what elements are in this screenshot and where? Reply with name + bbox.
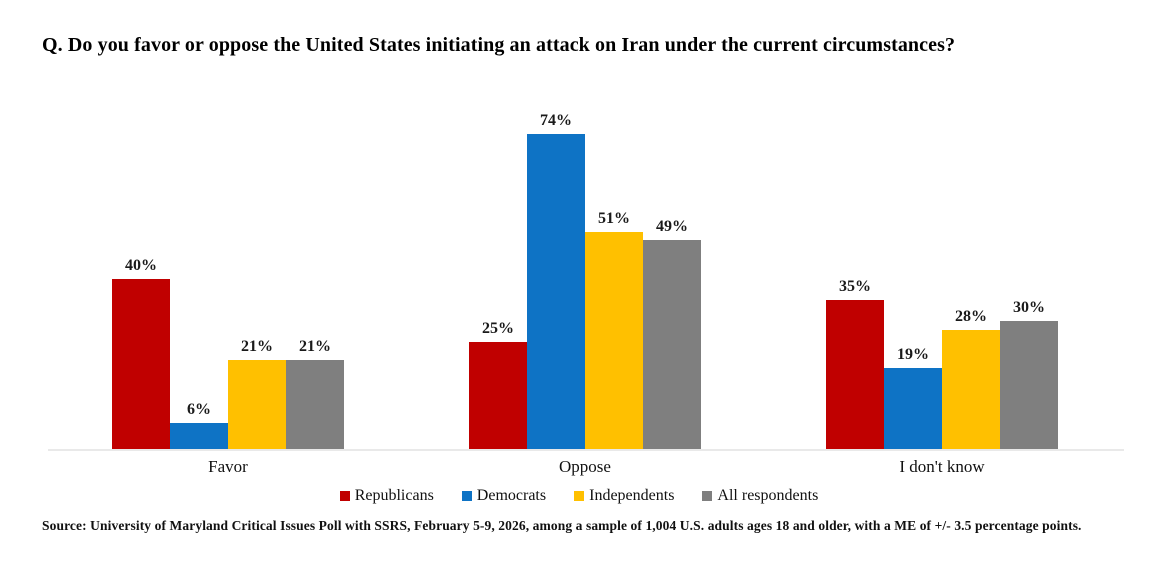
bar xyxy=(585,232,643,449)
bar xyxy=(170,423,228,449)
bar-value-label: 19% xyxy=(897,346,929,363)
legend-item: Republicans xyxy=(339,487,434,505)
bar xyxy=(942,330,1000,449)
bar-wrapper: 74% xyxy=(527,100,585,449)
bar-value-label: 74% xyxy=(540,112,572,129)
bar-wrapper: 30% xyxy=(1000,100,1058,449)
bar-group: 25% 74% 51% 49% xyxy=(469,100,701,449)
source-note: Source: University of Maryland Critical … xyxy=(42,518,1082,533)
bar-value-label: 28% xyxy=(955,308,987,325)
x-axis-label: I don't know xyxy=(899,457,985,476)
bar-value-label: 49% xyxy=(656,218,688,235)
bar xyxy=(228,360,286,449)
bar-wrapper: 51% xyxy=(585,100,643,449)
bar-wrapper: 25% xyxy=(469,100,527,449)
legend-swatch-icon xyxy=(574,491,585,501)
legend-item: All respondents xyxy=(702,487,818,505)
bar xyxy=(286,360,344,449)
bar-value-label: 6% xyxy=(187,401,211,418)
chart-title: Q. Do you favor or oppose the United Sta… xyxy=(42,34,956,56)
bar-value-label: 21% xyxy=(299,338,331,355)
bar-wrapper: 49% xyxy=(643,100,701,449)
bar xyxy=(469,342,527,449)
legend-swatch-icon xyxy=(702,491,713,501)
bar-value-label: 30% xyxy=(1013,299,1045,316)
bar-group: 35% 19% 28% 30% xyxy=(826,100,1058,449)
bar-wrapper: 6% xyxy=(170,100,228,449)
bar-wrapper: 35% xyxy=(826,100,884,449)
bar xyxy=(112,279,170,449)
chart-legend: Republicans Democrats Independents All resp… xyxy=(0,487,1158,505)
bar xyxy=(527,134,585,449)
bar-wrapper: 40% xyxy=(112,100,170,449)
bar-wrapper: 21% xyxy=(228,100,286,449)
bar-value-label: 21% xyxy=(241,338,273,355)
legend-swatch-icon xyxy=(461,491,472,501)
legend-swatch-icon xyxy=(339,491,350,501)
x-axis-label: Favor xyxy=(208,457,248,476)
legend-label: Democrats xyxy=(476,487,547,504)
legend-item: Democrats xyxy=(461,487,547,505)
legend-label: Independents xyxy=(589,487,675,504)
legend-label: All respondents xyxy=(717,487,819,504)
bar-value-label: 40% xyxy=(125,257,157,274)
bar-group: 40% 6% 21% 21% xyxy=(112,100,344,449)
bar-value-label: 35% xyxy=(839,278,871,295)
legend-item: Independents xyxy=(574,487,674,505)
bar-value-label: 51% xyxy=(598,210,630,227)
bar-wrapper: 21% xyxy=(286,100,344,449)
plot-area: 40% 6% 21% 21% 25% 74% 51% 49% 35% 19% 28% 30% xyxy=(48,100,1124,451)
bar-wrapper: 19% xyxy=(884,100,942,449)
bar xyxy=(884,368,942,449)
bar-value-label: 25% xyxy=(482,320,514,337)
legend-label: Republicans xyxy=(354,487,434,504)
x-axis-label: Oppose xyxy=(559,457,611,476)
bar xyxy=(1000,321,1058,449)
bar xyxy=(643,240,701,449)
bar-wrapper: 28% xyxy=(942,100,1000,449)
bar xyxy=(826,300,884,449)
